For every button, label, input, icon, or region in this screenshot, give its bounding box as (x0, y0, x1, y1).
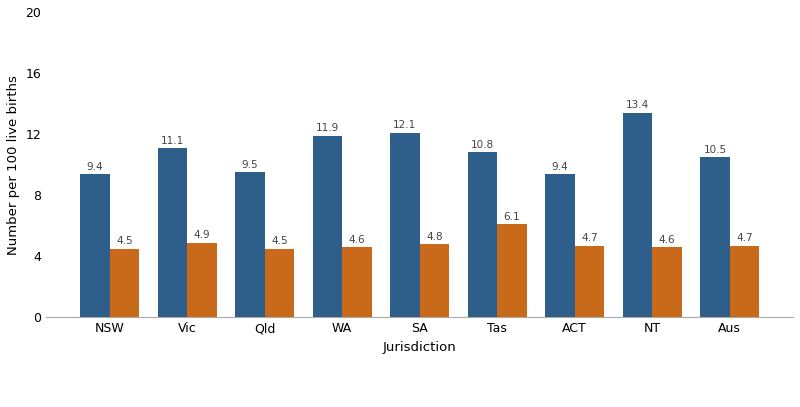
Bar (497, 224, 526, 317)
Bar (574, 246, 604, 317)
Bar (468, 153, 497, 317)
Text: 4.7: 4.7 (736, 233, 753, 243)
Y-axis label: Number per 100 live births: Number per 100 live births (7, 75, 20, 255)
Text: 10.5: 10.5 (703, 145, 726, 155)
Bar (80, 174, 110, 317)
Text: 9.4: 9.4 (86, 162, 103, 172)
Text: 4.9: 4.9 (194, 230, 210, 240)
Bar (700, 157, 730, 317)
Bar (652, 247, 682, 317)
Text: 9.4: 9.4 (552, 162, 568, 172)
Text: 9.5: 9.5 (242, 160, 258, 170)
Bar (622, 113, 652, 317)
Bar (265, 249, 294, 317)
Text: 4.5: 4.5 (116, 236, 133, 246)
Bar (313, 136, 342, 317)
Text: 4.7: 4.7 (581, 233, 598, 243)
Text: 11.1: 11.1 (161, 136, 184, 146)
Bar (342, 247, 371, 317)
Text: 4.8: 4.8 (426, 232, 442, 242)
Text: 4.5: 4.5 (271, 236, 288, 246)
Bar (390, 133, 420, 317)
Bar (235, 172, 265, 317)
Bar (158, 148, 187, 317)
Text: 13.4: 13.4 (626, 101, 649, 110)
Text: 11.9: 11.9 (316, 123, 339, 133)
Text: 4.6: 4.6 (658, 235, 675, 245)
X-axis label: Jurisdiction: Jurisdiction (382, 341, 457, 354)
Text: 10.8: 10.8 (471, 140, 494, 150)
Bar (110, 249, 139, 317)
Bar (546, 174, 574, 317)
Text: 12.1: 12.1 (394, 120, 417, 130)
Bar (730, 246, 759, 317)
Bar (420, 244, 449, 317)
Text: 6.1: 6.1 (503, 212, 520, 222)
Bar (187, 243, 217, 317)
Text: 4.6: 4.6 (349, 235, 365, 245)
